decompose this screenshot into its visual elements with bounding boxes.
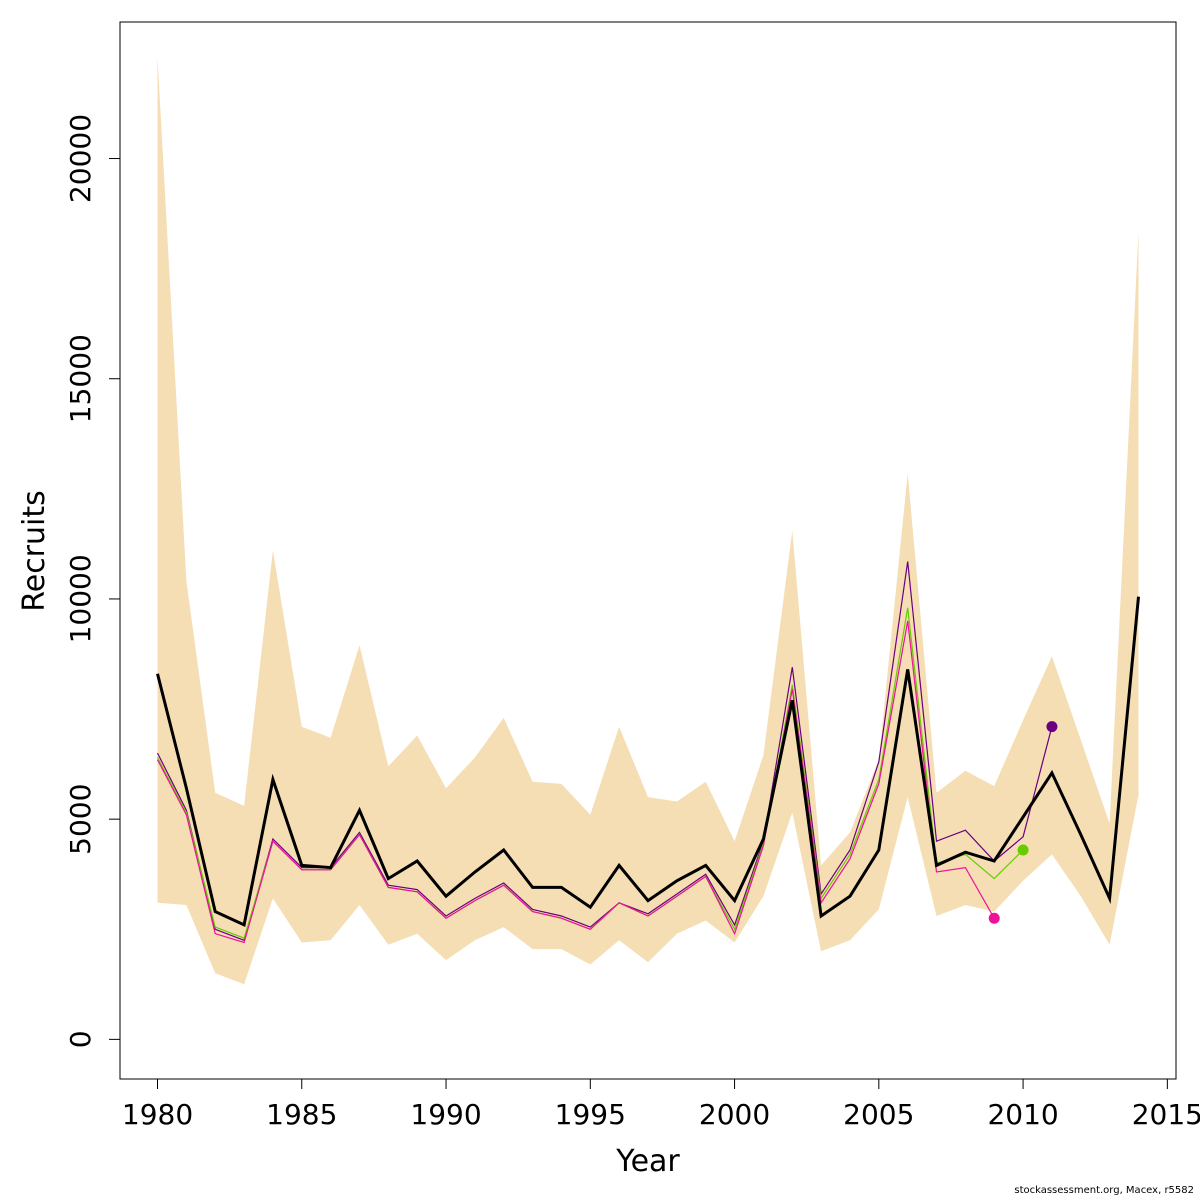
- x-tick-label: 1990: [410, 1098, 481, 1131]
- x-axis-title: Year: [615, 1144, 680, 1179]
- x-tick-label: 1985: [266, 1098, 337, 1131]
- y-axis-title: Recruits: [17, 490, 52, 612]
- series-line-main: [156, 596, 1140, 928]
- x-tick-label: 2010: [987, 1098, 1058, 1131]
- x-tick-label: 2015: [1132, 1098, 1200, 1131]
- series-end-point-1: [1046, 721, 1058, 733]
- plot-area: [156, 57, 1140, 985]
- y-tick-label: 10000: [64, 554, 97, 643]
- x-tick-label: 1980: [122, 1098, 193, 1131]
- y-tick-label: 20000: [64, 114, 97, 203]
- x-tick-label: 2000: [699, 1098, 770, 1131]
- y-tick-label: 15000: [64, 334, 97, 423]
- x-tick-label: 1995: [555, 1098, 626, 1131]
- series-line-3: [156, 620, 995, 944]
- series-end-point-3: [988, 912, 1000, 924]
- x-tick-label: 2005: [843, 1098, 914, 1131]
- x-axis: 1980 1985 1990 1995 2000 2005 2010 2015: [122, 1078, 1200, 1131]
- series-line-1: [156, 561, 1053, 942]
- y-tick-label: 0: [64, 1030, 97, 1048]
- series-end-point-2: [1017, 844, 1029, 856]
- confidence-band: [157, 57, 1139, 985]
- y-axis: 0 5000 10000 15000 20000: [64, 114, 121, 1048]
- credit-text: stockassessment.org, Macex, r5582: [1014, 1185, 1194, 1196]
- y-tick-label: 5000: [64, 784, 97, 855]
